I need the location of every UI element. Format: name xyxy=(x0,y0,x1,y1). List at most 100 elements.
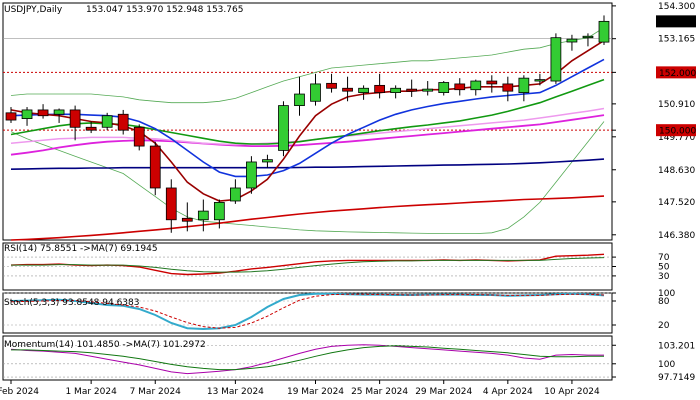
candle-23 xyxy=(374,73,385,99)
ohlc-readout: 153.047 153.970 152.948 153.765 xyxy=(86,5,243,15)
candle-21 xyxy=(342,76,353,102)
date-tick-label: 19 Mar 2024 xyxy=(287,387,344,397)
candle-body xyxy=(197,210,209,221)
candle-6 xyxy=(101,112,113,131)
axis-tick-label: 30 xyxy=(658,272,670,282)
axis-tick-label: 50 xyxy=(658,263,670,273)
date-axis: 26 Feb 2024 1 Mar 2024 7 Mar 2024 13 Mar 20… xyxy=(0,380,600,397)
date-tick-label: 13 Mar 2024 xyxy=(207,387,264,397)
candle-3 xyxy=(53,108,65,123)
candle-body xyxy=(117,113,129,131)
candle-body xyxy=(37,109,49,117)
candle-body xyxy=(582,35,594,39)
series-line-1 xyxy=(10,293,605,329)
date-tick-label: 10 Apr 2024 xyxy=(544,387,600,397)
price-axis: 154.300 153.165 152.000 150.910 150.000149.7… xyxy=(612,2,696,241)
candle-body xyxy=(518,77,530,93)
ma-magenta-line xyxy=(10,114,605,156)
price-tick-label: 149.770 xyxy=(658,133,695,143)
candle-body xyxy=(149,145,161,189)
candle-body xyxy=(566,38,578,43)
candle-28 xyxy=(454,78,466,96)
price-badge-label: 153.765 xyxy=(659,18,696,28)
candle-4 xyxy=(69,105,81,141)
candle-body xyxy=(438,82,450,93)
bb-upper-line xyxy=(10,27,605,104)
candle-body xyxy=(246,161,257,189)
price-badge xyxy=(656,15,696,28)
candle-body xyxy=(294,93,305,107)
pane-frames xyxy=(2,2,613,381)
price-tick-label: 148.630 xyxy=(658,166,695,176)
price-tick-label: 154.300 xyxy=(658,2,695,12)
candle-body xyxy=(502,83,514,92)
candle-7 xyxy=(117,109,129,135)
candle-10 xyxy=(165,179,177,233)
rsi-title: RSI(14) 75.8551 ->MA(7) 69.1945 xyxy=(4,244,158,254)
axis-tick-label: 97.7149 xyxy=(658,373,695,383)
candle-body xyxy=(342,87,353,92)
candle-body xyxy=(470,80,482,91)
candle-27 xyxy=(438,81,450,96)
candle-body xyxy=(278,105,289,151)
candle-32 xyxy=(518,75,530,102)
ma-blue-line xyxy=(10,58,605,178)
candle-body xyxy=(181,217,193,222)
candle-body xyxy=(422,88,434,92)
candle-body xyxy=(598,20,610,43)
candle-35 xyxy=(566,34,578,51)
candle-31 xyxy=(502,76,514,102)
candlesticks xyxy=(5,15,610,233)
candle-body xyxy=(358,87,369,93)
ma-green-line xyxy=(10,78,605,145)
candle-body xyxy=(454,83,466,91)
level-badge-label: 152.000 xyxy=(659,69,696,79)
candle-12 xyxy=(197,199,209,232)
price-tick-label: 150.910 xyxy=(658,100,695,110)
level-badge-label: 150.000 xyxy=(659,127,696,137)
candle-body xyxy=(230,187,241,202)
candle-19 xyxy=(310,73,321,106)
candle-36 xyxy=(582,33,594,47)
candle-2 xyxy=(37,104,49,119)
candle-9 xyxy=(149,141,161,196)
candle-33 xyxy=(534,73,546,86)
candle-25 xyxy=(406,79,418,97)
price-tick-label: 147.520 xyxy=(658,198,695,208)
pane-frame-mom xyxy=(2,335,613,381)
candle-body xyxy=(326,82,337,89)
candle-body xyxy=(69,109,81,128)
candle-body xyxy=(310,83,321,102)
price-tick-label: 153.165 xyxy=(658,35,695,45)
ma-navy-line xyxy=(10,158,605,170)
momentum-title: Momentum(14) 101.4850 ->MA(7) 101.2972 xyxy=(4,340,206,350)
axis-tick-label: 20 xyxy=(658,321,670,331)
axis-tick-label: 103.201 xyxy=(658,341,695,351)
date-tick-label: 25 Mar 2024 xyxy=(351,387,408,397)
candle-body xyxy=(21,109,33,120)
candle-body xyxy=(85,126,97,131)
price-tick-label: 146.380 xyxy=(658,231,695,241)
candle-body xyxy=(133,126,145,147)
candle-18 xyxy=(294,76,305,116)
candle-15 xyxy=(246,156,257,194)
candle-body xyxy=(101,115,113,128)
date-tick-label: 7 Mar 2024 xyxy=(130,387,182,397)
candle-5 xyxy=(85,121,97,134)
candle-16 xyxy=(262,154,273,168)
candle-body xyxy=(374,84,385,93)
candle-body xyxy=(213,202,225,221)
candle-24 xyxy=(390,85,402,99)
series-line-1 xyxy=(11,345,604,371)
candle-body xyxy=(53,109,65,115)
candle-37 xyxy=(598,15,610,45)
level-badge-1 xyxy=(656,124,696,137)
axis-tick-label: 80 xyxy=(658,297,670,307)
candle-17 xyxy=(278,101,289,157)
axis-tick-label: 100 xyxy=(658,289,675,299)
candle-body xyxy=(406,88,418,92)
date-tick-label: 1 Mar 2024 xyxy=(65,387,117,397)
